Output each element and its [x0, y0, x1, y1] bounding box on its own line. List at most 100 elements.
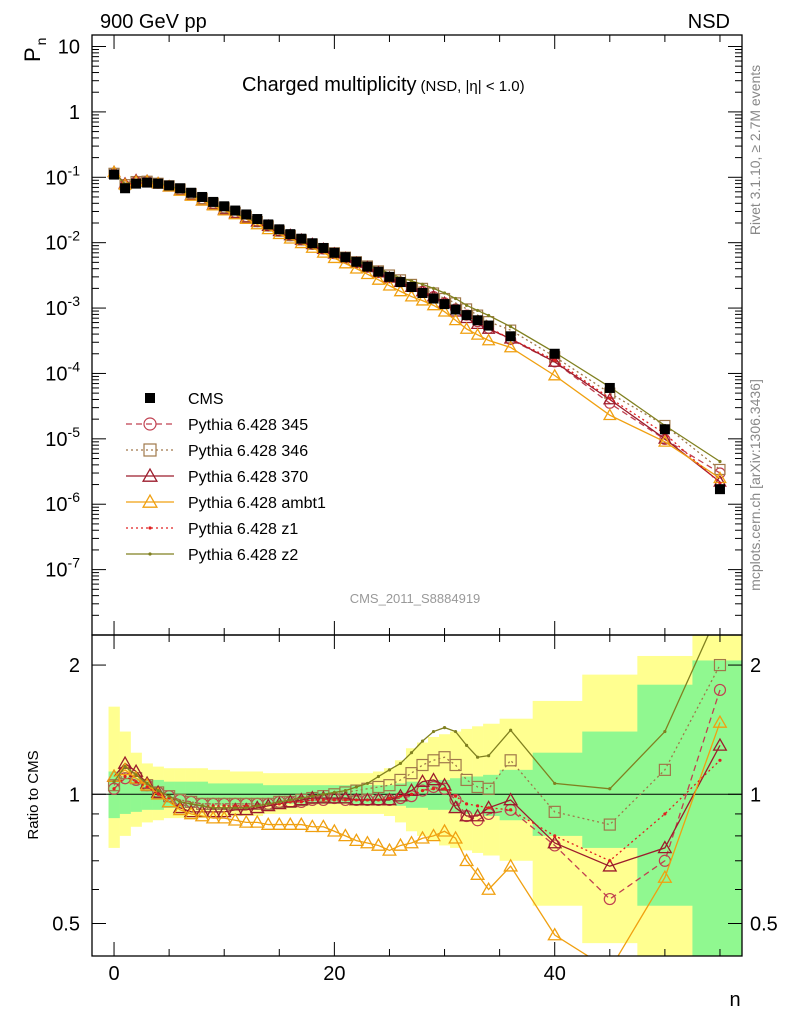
plot-title-main: Charged multiplicity — [242, 74, 417, 96]
ratio-point-pythia-6-428-ambt1 — [183, 806, 199, 820]
ratio-point-pythia-6-428-ambt1 — [448, 830, 464, 844]
ratio-point-pythia-6-428-370 — [359, 792, 375, 806]
y-tick-label-main: 10-1 — [45, 162, 80, 189]
data-point-pythia-6-428-ambt1 — [503, 340, 518, 353]
ratio-series-pythia-6-428-z2 — [112, 635, 710, 810]
ratio-point-pythia-6-428-370 — [459, 808, 475, 822]
ratio-point-pythia-6-428-ambt1 — [547, 927, 563, 941]
ratio-point-pythia-6-428-z1 — [123, 774, 127, 779]
data-point-pythia-6-428-370 — [658, 431, 672, 444]
ratio-point-pythia-6-428-346 — [460, 773, 473, 787]
ratio-point-pythia-6-428-ambt1 — [282, 816, 298, 830]
ratio-point-pythia-6-428-z2 — [156, 788, 160, 793]
ratio-point-pythia-6-428-z2 — [288, 798, 292, 802]
stat-uncertainty-band — [472, 776, 484, 814]
ratio-point-pythia-6-428-ambt1 — [205, 810, 221, 824]
ratio-point-pythia-6-428-z2 — [354, 785, 359, 789]
ratio-point-pythia-6-428-ambt1 — [393, 837, 408, 851]
ratio-point-pythia-6-428-370 — [315, 790, 331, 804]
ratio-point-pythia-6-428-ambt1 — [161, 794, 177, 808]
ratio-point-pythia-6-428-ambt1 — [216, 810, 232, 824]
series-pythia-6-428-370 — [107, 165, 727, 487]
ratio-point-pythia-6-428-z2 — [442, 726, 447, 730]
legend-item-pythia-6-428-346: Pythia 6.428 346 — [126, 443, 308, 460]
ratio-point-pythia-6-428-ambt1 — [603, 963, 616, 974]
data-point-cms — [263, 219, 274, 230]
y-tick-label-ratio: 0.5 — [52, 913, 80, 935]
ratio-point-pythia-6-428-345 — [416, 784, 429, 797]
data-point-cms — [659, 424, 670, 435]
series-cms — [109, 169, 725, 495]
ratio-point-pythia-6-428-z2 — [222, 806, 226, 810]
ratio-point-pythia-6-428-z1 — [398, 794, 403, 798]
ratio-point-pythia-6-428-z1 — [299, 800, 303, 804]
ratio-point-pythia-6-428-z1 — [509, 808, 513, 812]
ratio-point-pythia-6-428-z1 — [663, 812, 667, 816]
data-point-cms — [153, 178, 164, 189]
legend: CMS Pythia 6.428 345 Pythia 6.428 346 Pythi… — [126, 391, 326, 564]
ratio-point-pythia-6-428-z1 — [608, 859, 612, 863]
data-point-cms — [439, 299, 450, 310]
main-plot-series — [107, 165, 727, 495]
ratio-point-pythia-6-428-z2 — [398, 761, 403, 766]
ratio-point-pythia-6-428-z1 — [487, 806, 491, 810]
axis-ticks — [92, 35, 742, 956]
data-point-pythia-6-428-ambt1 — [404, 289, 419, 302]
ratio-point-pythia-6-428-ambt1 — [326, 823, 342, 837]
legend-label-pythia-6-428-370: Pythia 6.428 370 — [188, 469, 308, 486]
ratio-point-pythia-6-428-z2 — [178, 800, 182, 804]
ratio-point-pythia-6-428-z2 — [409, 751, 414, 755]
ratio-point-pythia-6-428-370 — [481, 800, 497, 814]
data-point-cms — [417, 287, 428, 298]
ratio-plot-series — [106, 635, 728, 974]
ratio-point-pythia-6-428-z2 — [608, 787, 612, 791]
legend-item-cms: CMS — [145, 391, 224, 408]
ratio-point-pythia-6-428-346 — [713, 658, 727, 672]
ratio-point-pythia-6-428-z1 — [365, 798, 370, 802]
x-tick-label: 40 — [544, 963, 566, 985]
ratio-point-pythia-6-428-370 — [238, 802, 254, 816]
ratio-point-pythia-6-428-z2 — [365, 781, 370, 786]
ratio-point-pythia-6-428-370 — [370, 792, 386, 806]
y-tick-label-ratio-right: 2 — [750, 655, 761, 677]
ratio-point-pythia-6-428-z1 — [475, 804, 480, 808]
ratio-point-pythia-6-428-z1 — [321, 798, 325, 802]
ratio-point-pythia-6-428-346 — [449, 758, 462, 772]
ratio-point-pythia-6-428-z1 — [464, 802, 469, 806]
ratio-point-pythia-6-428-z2 — [310, 794, 314, 798]
ratio-point-pythia-6-428-ambt1 — [293, 816, 309, 830]
data-point-cms — [505, 331, 516, 342]
data-point-pythia-6-428-ambt1 — [437, 304, 452, 317]
ratio-point-pythia-6-428-ambt1 — [404, 835, 419, 849]
ratio-point-pythia-6-428-z2 — [266, 802, 270, 806]
data-point-cms — [450, 304, 461, 315]
ratio-point-pythia-6-428-346 — [405, 767, 418, 780]
ratio-point-pythia-6-428-z2 — [663, 729, 667, 734]
data-point-cms — [483, 320, 494, 331]
ratio-point-pythia-6-428-346 — [658, 763, 671, 776]
ratio-point-pythia-6-428-370 — [393, 788, 408, 802]
legend-marker-pythia-6-428-370 — [141, 467, 159, 482]
data-point-pythia-6-428-ambt1 — [393, 284, 408, 297]
legend-marker-pythia-6-428-z1 — [148, 526, 152, 530]
ratio-point-pythia-6-428-ambt1 — [238, 814, 254, 828]
ratio-point-pythia-6-428-ambt1 — [271, 816, 287, 830]
data-point-pythia-6-428-z2 — [409, 279, 414, 283]
legend-item-pythia-6-428-370: Pythia 6.428 370 — [126, 467, 308, 486]
data-point-pythia-6-428-z1 — [608, 396, 612, 400]
data-point-cms — [428, 293, 439, 304]
data-point-cms — [604, 382, 615, 393]
y-tick-label-main: 10-3 — [45, 293, 80, 320]
ratio-point-pythia-6-428-z1 — [332, 798, 336, 802]
data-point-cms — [461, 310, 472, 321]
legend-marker-cms — [145, 393, 155, 403]
ratio-point-pythia-6-428-345 — [603, 892, 616, 906]
ratio-point-pythia-6-428-z2 — [299, 796, 303, 800]
ratio-point-pythia-6-428-345 — [713, 683, 727, 697]
ratio-point-pythia-6-428-z2 — [277, 800, 281, 804]
x-axis-label: n — [729, 989, 740, 1011]
ratio-plot-frame — [91, 634, 743, 957]
ratio-point-pythia-6-428-ambt1 — [437, 823, 452, 837]
y-tick-label-main: 10-4 — [45, 358, 80, 385]
ratio-point-pythia-6-428-370 — [602, 858, 618, 872]
